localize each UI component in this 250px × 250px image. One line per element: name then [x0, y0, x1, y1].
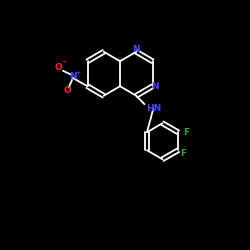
Text: +: +: [75, 70, 80, 74]
Text: N: N: [151, 82, 159, 91]
Text: F: F: [184, 128, 190, 137]
Text: N: N: [70, 72, 77, 80]
Text: O: O: [54, 63, 62, 72]
Text: O: O: [64, 86, 72, 95]
Text: -: -: [62, 58, 65, 67]
Text: F: F: [180, 150, 187, 158]
Text: HN: HN: [146, 104, 161, 113]
Text: N: N: [132, 45, 140, 54]
